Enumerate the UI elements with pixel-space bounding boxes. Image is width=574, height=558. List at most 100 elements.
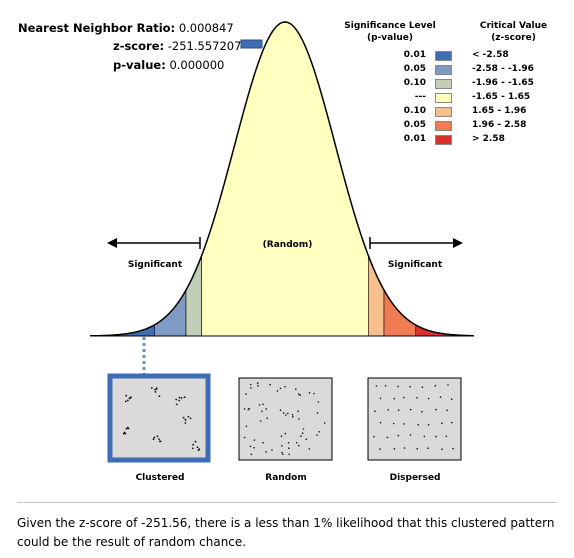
legend-swatch [435,121,452,131]
pattern-dot [282,453,284,456]
pattern-dot [196,446,199,449]
pattern-dot [178,396,181,399]
pattern-dot [245,393,247,395]
pattern-dot [250,387,252,389]
pattern-dots [122,382,454,456]
pattern-dot [152,438,155,441]
clustered-label: Clustered [135,473,185,483]
random-pattern-label: Random [265,473,307,483]
pattern-dot [318,431,321,433]
legend-p: 0.05 [403,64,426,74]
critical-value-header: Critical Value (z-score) [466,20,561,44]
pattern-dot [184,422,187,424]
pattern-dot [158,395,161,398]
pattern-dot [245,425,248,428]
legend-swatch [435,93,452,103]
pattern-dot [423,435,426,438]
pattern-dot [191,447,194,450]
sig-header-line1: Significance Level [344,21,436,31]
pattern-dot [386,436,389,439]
z-value: -251.557207 [167,39,242,53]
pattern-dot [316,412,319,414]
pattern-dot [379,421,382,424]
crit-header-line2: (z-score) [491,33,536,43]
p-label: p-value: [113,58,166,72]
crit-header-line1: Critical Value [479,21,548,31]
pattern-dot [265,408,268,410]
legend-z: > 2.58 [472,134,505,144]
pattern-dot [291,414,294,416]
pattern-dot [269,383,271,386]
p-value: p-value: 0.000000 [113,58,224,72]
nearest-neighbor-ratio: Nearest Neighbor Ratio: 0.000847 [18,21,234,35]
pattern-dot [308,392,311,394]
pattern-dot [265,451,267,453]
pattern-dot [287,412,289,415]
pattern-dot [373,435,375,438]
legend-p: 0.05 [403,120,426,130]
pattern-dot [284,385,286,388]
pattern-dot [248,407,251,410]
curve-band-6 [415,324,474,336]
pattern-dot [435,435,437,438]
pattern-dot [182,416,185,419]
pattern-dot [317,401,320,403]
pattern-dot [281,451,283,454]
pattern-dot [435,408,437,411]
pattern-dot [175,403,178,406]
pattern-dot [124,432,127,435]
nn-label: Nearest Neighbor Ratio: [18,21,176,35]
pattern-dot [243,436,246,439]
pattern-dot [308,448,311,450]
pattern-dot [452,447,454,450]
clustered-pattern-box [107,373,211,463]
pattern-dot [397,385,399,388]
pattern-dot [439,396,442,398]
pattern-dot [313,392,315,395]
pattern-dot [301,432,304,435]
pattern-dot [387,409,390,411]
legend-swatch [435,51,452,61]
pattern-dot [126,426,129,429]
pattern-dot [250,383,252,386]
pattern-dot [295,388,297,391]
pattern-dot [175,398,178,401]
pattern-dot [126,399,129,402]
pattern-dot [279,387,282,390]
pattern-dot [379,448,381,450]
pattern-dot [259,420,262,422]
pattern-dot [194,440,197,443]
pattern-dot [384,384,387,387]
pattern-dot [316,434,319,436]
pattern-dot [183,396,186,399]
legend-swatch [435,135,452,145]
pattern-dot [392,422,395,425]
random-label: (Random) [262,240,313,250]
pattern-dot [295,441,298,444]
pattern-dot [434,384,437,387]
pattern-dot [292,416,294,418]
pattern-dot [446,409,448,412]
significance-level-header: Significance Level (p-value) [335,20,445,44]
pattern-dot [421,410,423,413]
pattern-dot [379,397,382,400]
pattern-dot [122,432,125,435]
pattern-dot [409,408,412,411]
pattern-dot [451,421,453,424]
pattern-dot [276,390,279,392]
significant-left-label: Significant [127,260,183,270]
right-significant-arrow [369,237,463,249]
pattern-dot [416,397,418,399]
pattern-dot [297,393,300,395]
pattern-dot [280,435,283,438]
legend-z: 1.65 - 1.96 [472,106,527,116]
pattern-dot [282,412,285,414]
interpretation-caption: Given the z-score of -251.56, there is a… [17,516,555,549]
pattern-dot [187,415,190,418]
legend-p: 0.01 [403,134,426,144]
pattern-dot [125,427,128,430]
pattern-dot [153,436,156,439]
legend-swatch [435,79,452,89]
z-score-marker-swatch [240,39,263,49]
